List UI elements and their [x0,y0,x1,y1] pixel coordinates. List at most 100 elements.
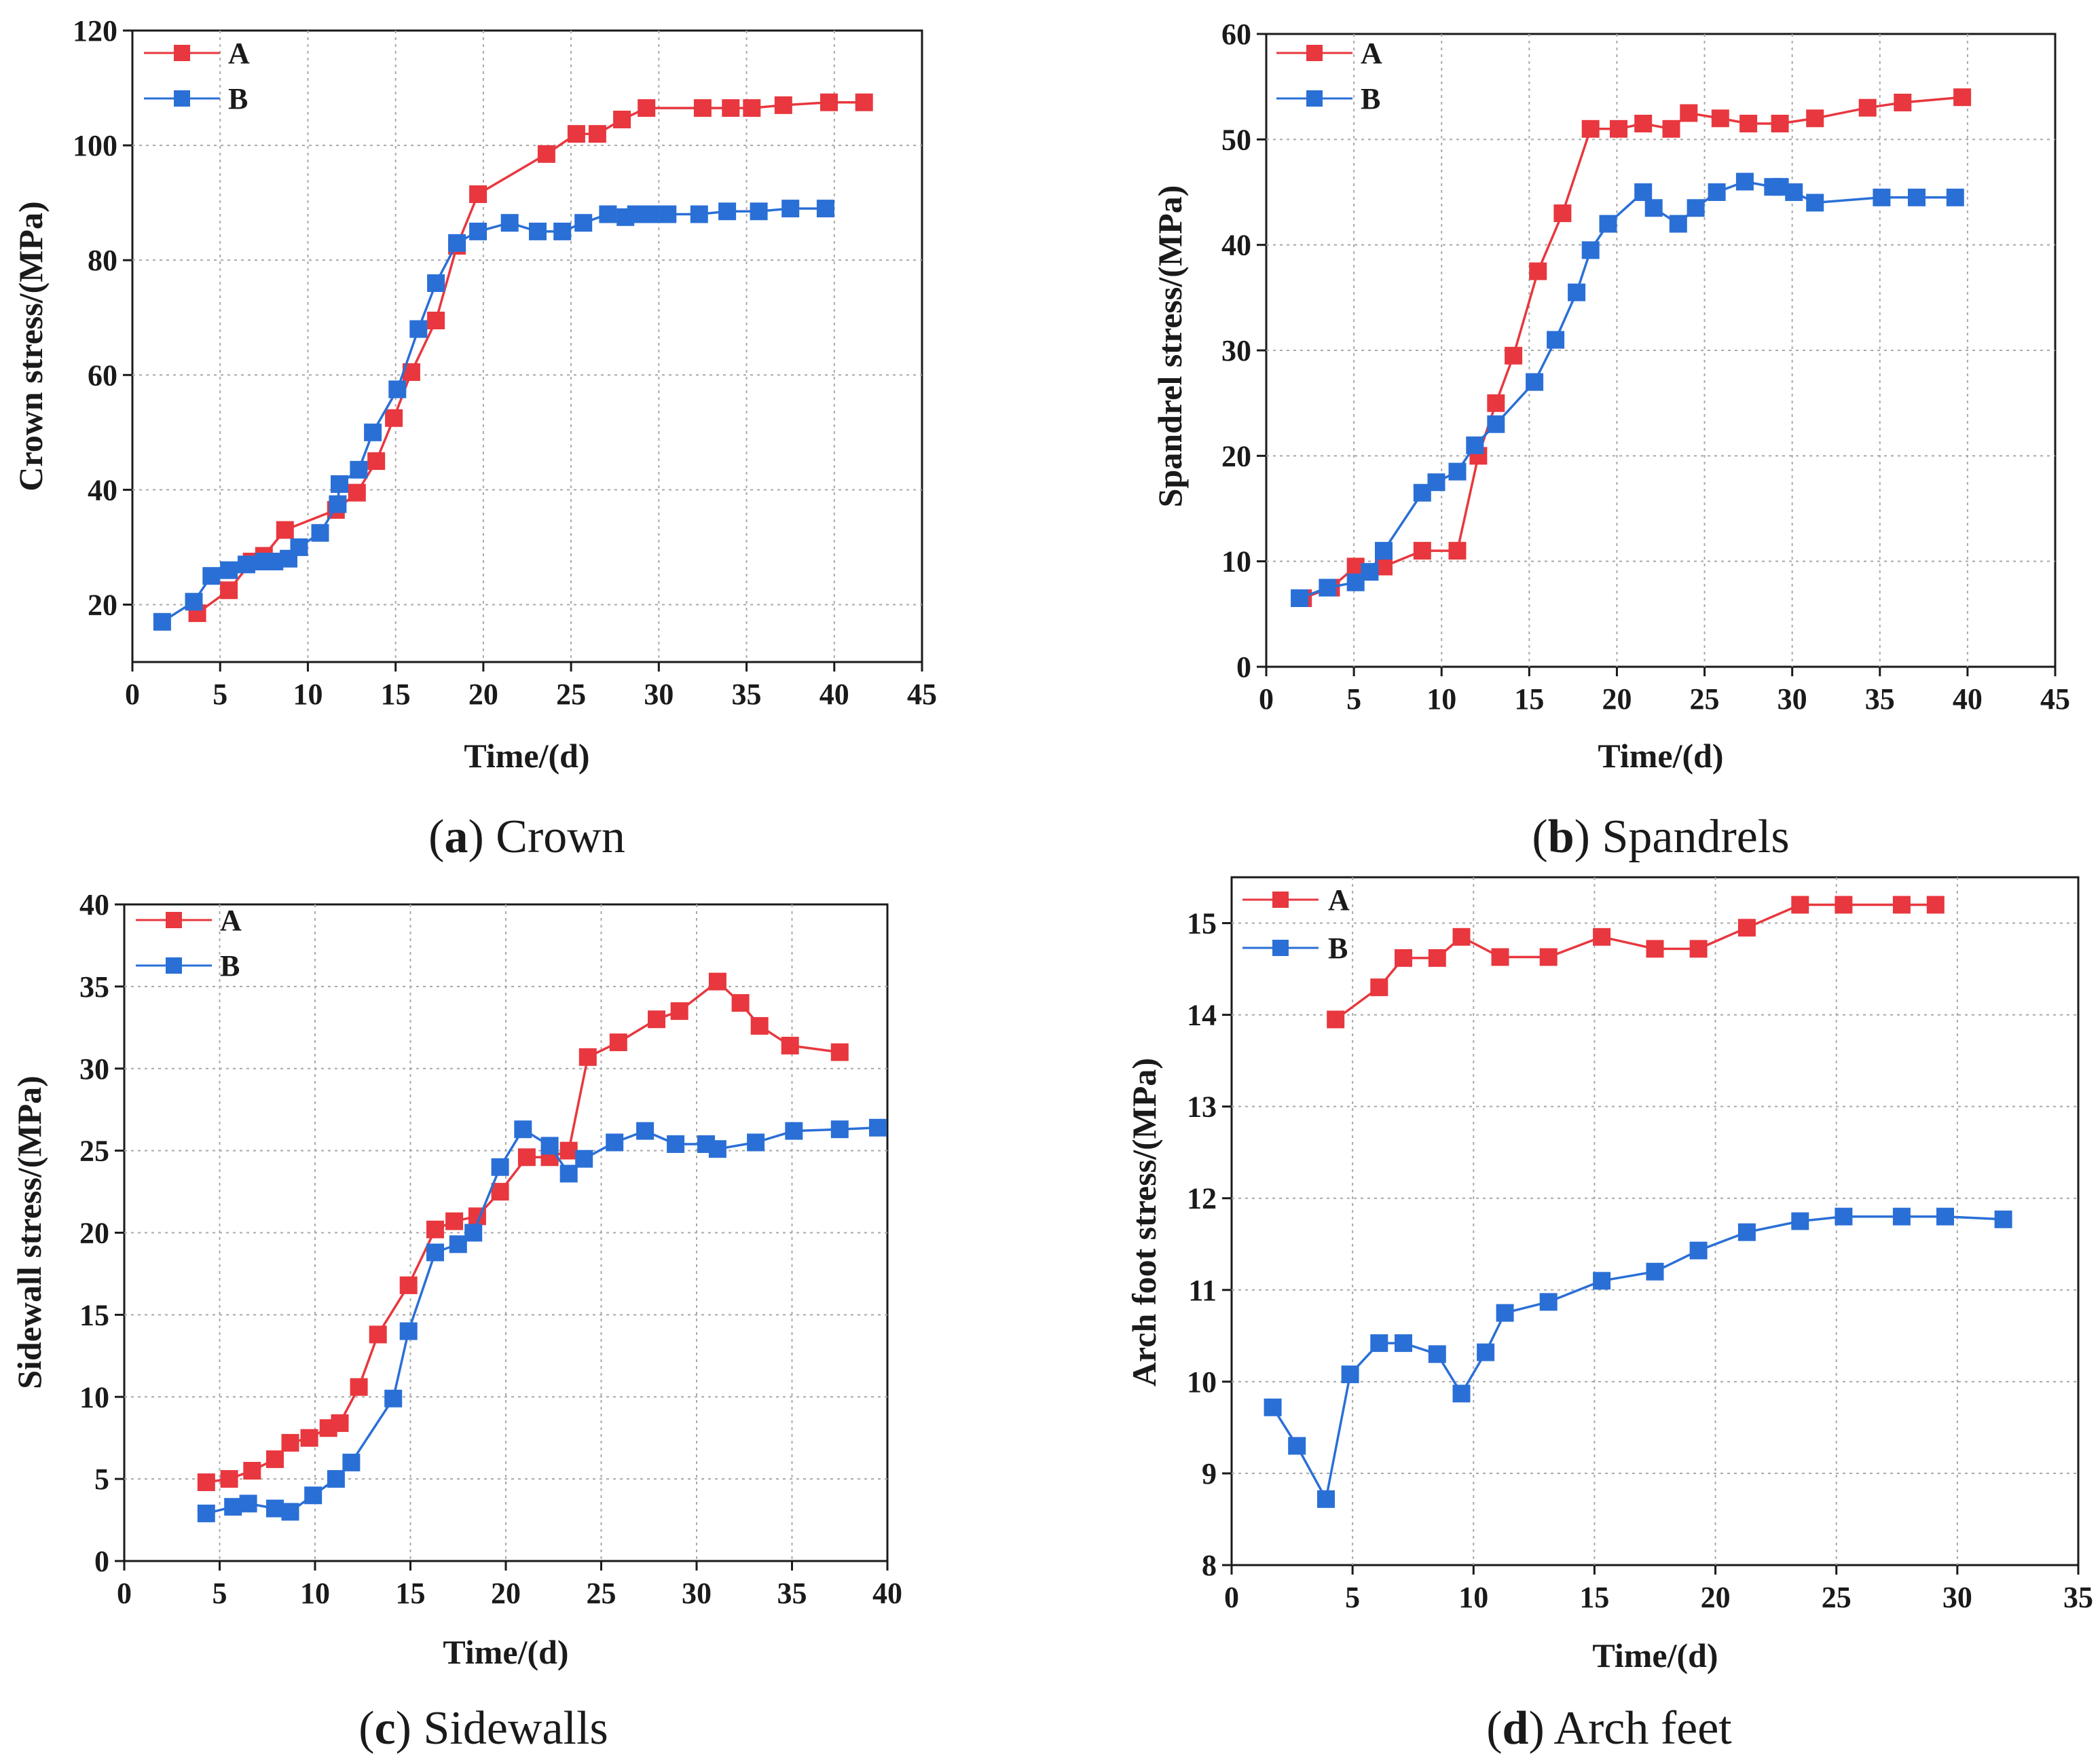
data-point-a [1491,948,1509,966]
data-point-b [304,1486,323,1505]
y-tick-label: 12 [1187,1182,1217,1215]
data-point-b [1644,199,1663,217]
data-point-b [1593,1272,1611,1290]
caption-letter: b [1548,811,1574,863]
legend-label-b: B [228,82,248,115]
y-tick-label: 60 [1221,18,1251,51]
data-point-b [1448,462,1467,481]
x-tick-label: 25 [556,678,586,711]
data-point-b [464,1224,483,1242]
x-tick-label: 5 [213,1577,227,1610]
legend-label-a: A [220,904,242,937]
data-point-a [1553,204,1572,223]
caption-letter: d [1503,1702,1529,1755]
data-point-b [718,202,737,221]
y-tick-label: 20 [1221,439,1251,473]
data-point-b [342,1453,361,1471]
data-point-b [708,1140,726,1158]
data-point-a [1791,896,1809,914]
x-axis-title: Time/(d) [1598,737,1723,775]
x-tick-label: 40 [819,678,849,711]
data-point-b [1835,1207,1853,1226]
data-point-a [750,1016,769,1035]
data-point-b [1264,1398,1282,1416]
caption-letter: a [444,811,468,863]
y-tick-label: 9 [1202,1457,1217,1490]
data-point-a [1646,940,1664,958]
y-tick-label: 0 [94,1545,109,1578]
data-point-a [743,99,761,117]
x-axis-title: Time/(d) [1592,1636,1718,1674]
data-point-b [224,1498,242,1516]
x-tick-label: 30 [1777,682,1807,716]
y-tick-label: 60 [88,359,117,392]
data-point-b [1581,241,1600,259]
data-point-b [690,205,708,223]
data-point-a [197,1473,215,1491]
data-point-b [202,567,221,585]
y-tick-label: 20 [88,588,117,621]
data-point-a [820,93,838,111]
data-point-b [427,274,445,292]
y-tick-label: 120 [73,14,117,48]
data-point-b [384,1389,403,1408]
data-point-a [1487,394,1505,412]
data-point-b [1477,1343,1495,1361]
data-point-a [281,1433,299,1452]
data-point-b [1873,188,1891,206]
plot-area: 0 5 10 15 20 25 30 35 8 9 10 11 12 13 14 15 [1187,877,2093,1614]
data-point-a [613,111,631,128]
plot-frame [131,29,923,663]
data-point-b [1395,1334,1412,1353]
data-point-b [409,320,428,338]
panel-crown: 0 5 10 15 20 25 30 35 40 45 20 40 60 80 100 120 Time/(d… [12,14,937,863]
data-point-a [1771,115,1789,132]
y-tick-label: 30 [79,1052,109,1086]
panel-caption: (b) Spandrels [1532,811,1789,863]
data-point-b [399,1322,418,1340]
y-tick-label: 13 [1187,1090,1217,1124]
x-axis-title: Time/(d) [443,1633,568,1671]
data-point-b [1496,1304,1514,1322]
y-tick-label: 8 [1202,1549,1217,1582]
data-point-b [659,205,677,223]
x-tick-label: 15 [396,1577,426,1610]
data-point-a [1835,896,1853,914]
x-tick-label: 10 [1426,682,1456,716]
data-point-a [1505,346,1523,365]
panel-caption: (d) Arch feet [1486,1702,1732,1755]
x-tick-label: 25 [1690,682,1720,716]
data-point-b [266,1499,284,1518]
data-point-a [1610,120,1627,138]
data-point-a [1892,896,1911,914]
x-axis-title: Time/(d) [464,737,589,775]
caption-text: Arch feet [1553,1702,1732,1755]
data-point-b [500,214,519,232]
data-point-b [1375,542,1393,560]
x-tick-label: 35 [1865,682,1895,716]
y-tick-label: 40 [88,473,117,507]
data-point-a [1452,928,1471,946]
data-point-b [238,555,255,574]
data-point-b [426,1243,444,1262]
data-point-b [364,423,382,441]
data-point-b [599,205,617,223]
data-point-b [1452,1384,1471,1403]
data-point-a [1370,978,1388,997]
data-point-a [567,125,585,143]
legend: A B [136,904,242,983]
plot-area: 0 5 10 15 20 25 30 35 40 45 20 40 60 80 100 120 [73,14,937,711]
x-tick-label: 40 [1953,682,1983,716]
data-point-a [1529,262,1547,280]
x-tick-label: 0 [125,678,140,711]
data-point-a [1327,1010,1345,1029]
data-point-a [1739,115,1758,132]
y-tick-label: 10 [79,1380,109,1414]
data-point-b [1669,215,1687,233]
data-point-b [1487,415,1505,433]
data-point-a [708,972,726,991]
x-tick-label: 25 [1822,1581,1852,1614]
y-tick-label: 30 [1221,334,1251,367]
x-tick-label: 45 [907,678,937,711]
panel-arch-feet: 0 5 10 15 20 25 30 35 8 9 10 11 12 13 14 15 Time/(d) Ar… [1125,876,2093,1755]
